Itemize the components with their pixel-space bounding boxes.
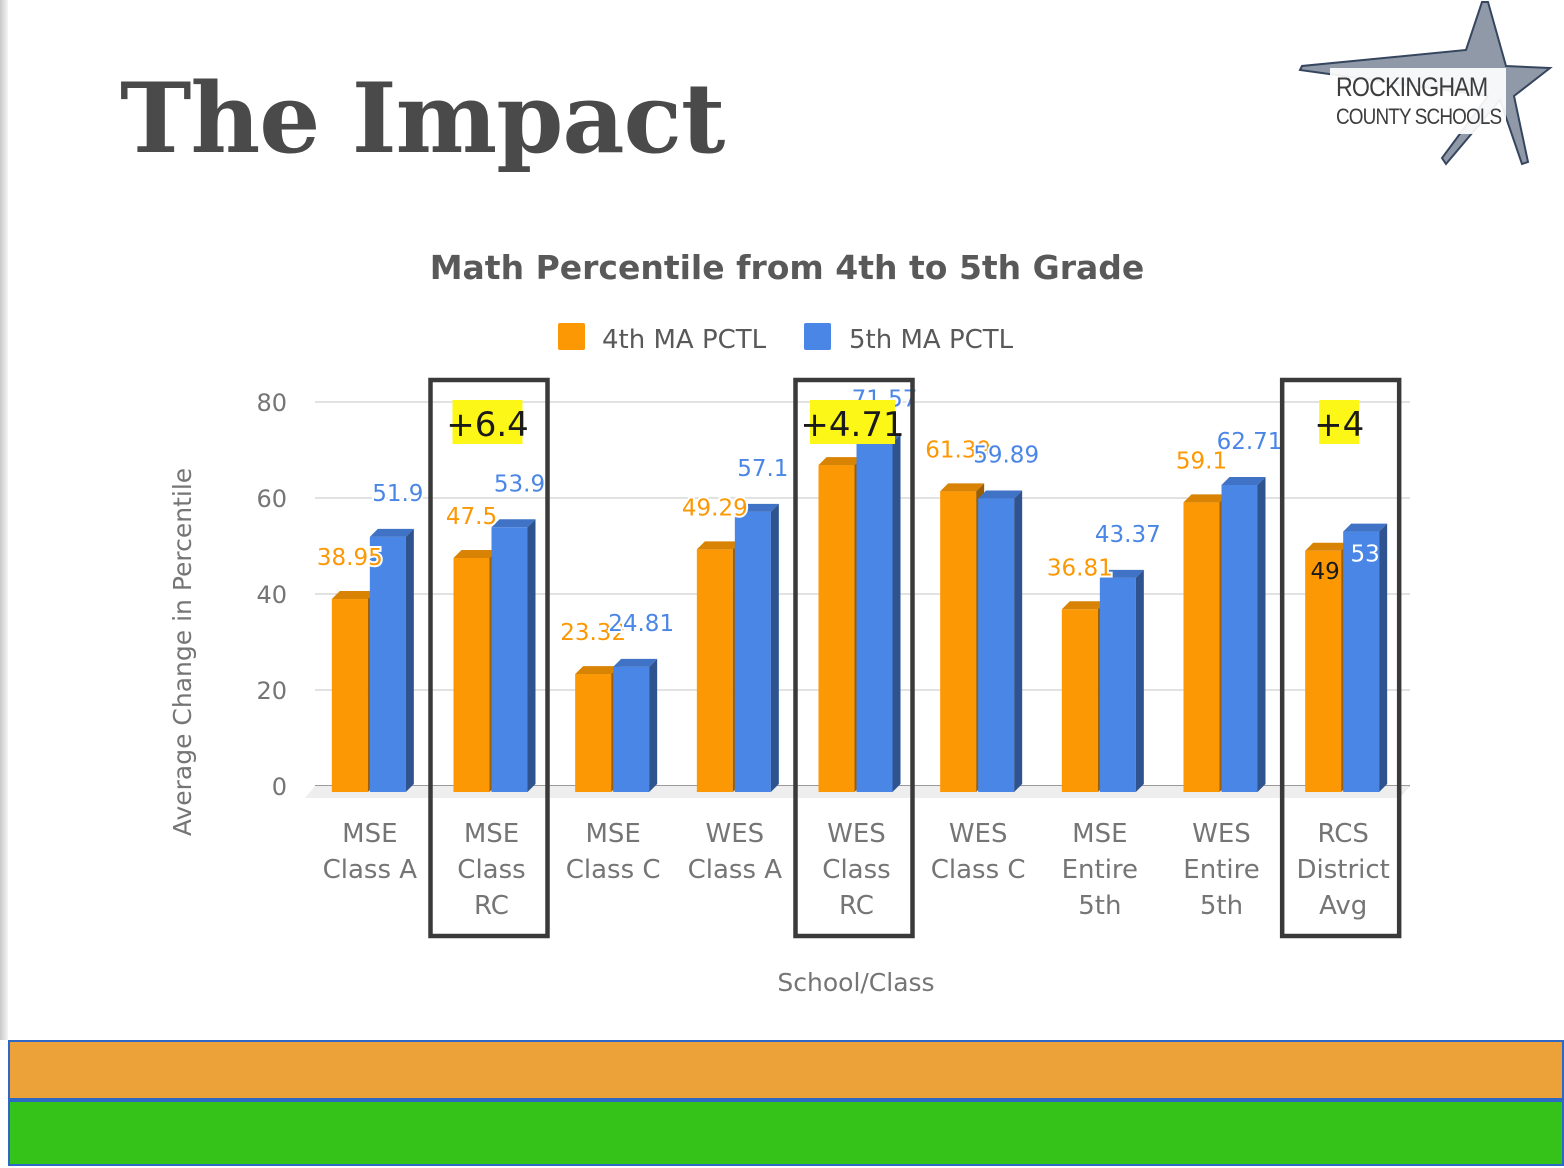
bar-4th-1 xyxy=(453,550,498,792)
slide-left-edge xyxy=(0,0,8,1040)
bar-4th-3 xyxy=(696,541,741,792)
x-tick-label: WES Class RC xyxy=(822,819,890,921)
x-tick-label: MSE Class C xyxy=(566,819,661,885)
value-label-4th-5: 61.39 xyxy=(925,437,991,463)
highlight-boxes: +6.4 +4.71 +4 xyxy=(428,377,1402,939)
bar-4th-4 xyxy=(818,457,863,792)
y-tick-label: 20 xyxy=(256,677,287,705)
bar-5th-6 xyxy=(1099,569,1144,792)
value-label-5th-5: 59.89 xyxy=(973,443,1039,469)
value-label-4th-1: 47.5 xyxy=(446,504,497,530)
bar-5th-4 xyxy=(856,434,901,792)
value-label-4th-2: 23.32 xyxy=(560,620,626,646)
x-tick-label: MSE Class RC xyxy=(457,819,525,921)
y-tick-labels: 0 20 40 60 80 xyxy=(256,389,287,801)
x-axis-label: School/Class xyxy=(777,968,934,997)
bar-5th-8 xyxy=(1343,523,1388,792)
value-label-4th-0: 38.95 xyxy=(317,545,383,571)
y-tick-label: 60 xyxy=(256,485,287,513)
footer-band-orange xyxy=(8,1040,1564,1100)
value-labels: 38.95 47.5 23.32 49.29 61.39 36.81 59.1 49 51.9 5… xyxy=(315,384,1380,648)
value-label-5th-8: 53 xyxy=(1351,542,1380,568)
legend-swatch-4th xyxy=(558,323,585,350)
bar-5th-2 xyxy=(613,658,658,792)
value-label-5th-7: 62.71 xyxy=(1217,429,1283,455)
bar-marks xyxy=(331,434,1388,792)
highlight-box-1: +6.4 xyxy=(428,377,550,939)
highlight-box-4: +4.71 xyxy=(793,377,915,939)
x-tick-labels: MSE Class A MSE Class RC MSE Class C WES Class A… xyxy=(323,819,1390,921)
y-tick-label: 80 xyxy=(256,389,287,417)
bar-4th-2 xyxy=(575,666,620,792)
legend-swatch-5th xyxy=(804,323,831,350)
highlight-box-8: +4 xyxy=(1279,377,1402,939)
x-tick-label: WES Class C xyxy=(931,819,1026,885)
value-label-4th-6: 36.81 xyxy=(1047,555,1113,581)
bar-chart: Math Percentile from 4th to 5th Grade 4t… xyxy=(168,248,1410,997)
bar-5th-0 xyxy=(369,528,414,792)
star-logo-icon xyxy=(1298,0,1553,166)
footer-band-green xyxy=(8,1100,1564,1166)
bar-4th-6 xyxy=(1061,601,1106,792)
bar-4th-7 xyxy=(1183,494,1228,792)
bar-4th-5 xyxy=(940,483,985,792)
value-label-5th-0: 51.9 xyxy=(372,481,423,507)
bar-5th-1 xyxy=(491,519,536,792)
y-tick-label: 0 xyxy=(272,773,287,801)
legend-label-4th: 4th MA PCTL xyxy=(602,325,767,355)
value-label-5th-1: 53.9 xyxy=(494,471,545,497)
x-tick-label: MSE Class A xyxy=(323,819,418,885)
bar-5th-7 xyxy=(1221,476,1266,792)
x-tick-label: WES Class A xyxy=(688,819,783,885)
school-logo: ROCKINGHAM COUNTY SCHOOLS xyxy=(1296,0,1564,172)
x-tick-label: RCS District Avg xyxy=(1296,819,1389,921)
legend-label-5th: 5th MA PCTL xyxy=(849,325,1014,355)
x-tick-label: MSE Entire 5th xyxy=(1062,819,1138,921)
highlight-label: +6.4 xyxy=(446,405,529,445)
value-label-4th-7: 59.1 xyxy=(1176,448,1227,474)
y-tick-label: 40 xyxy=(256,581,287,609)
bar-5th-5 xyxy=(978,490,1023,792)
slide-title: The Impact xyxy=(120,62,725,175)
value-label-5th-2: 24.81 xyxy=(608,611,674,637)
value-label-5th-3: 57.1 xyxy=(737,456,788,482)
bar-4th-0 xyxy=(331,591,376,792)
chart-title: Math Percentile from 4th to 5th Grade xyxy=(430,248,1145,287)
y-axis-label: Average Change in Percentile xyxy=(168,468,197,836)
value-label-5th-6: 43.37 xyxy=(1095,522,1161,548)
logo-line-2: COUNTY SCHOOLS xyxy=(1336,104,1502,129)
highlight-label: +4.71 xyxy=(800,405,904,445)
value-label-4th-8: 49 xyxy=(1311,559,1340,585)
highlight-label: +4 xyxy=(1314,405,1364,445)
bar-5th-3 xyxy=(734,503,779,792)
value-label-4th-3: 49.29 xyxy=(682,495,748,521)
chart-legend: 4th MA PCTL 5th MA PCTL xyxy=(558,323,1014,355)
x-tick-label: WES Entire 5th xyxy=(1183,819,1259,921)
logo-line-1: ROCKINGHAM xyxy=(1336,72,1488,102)
